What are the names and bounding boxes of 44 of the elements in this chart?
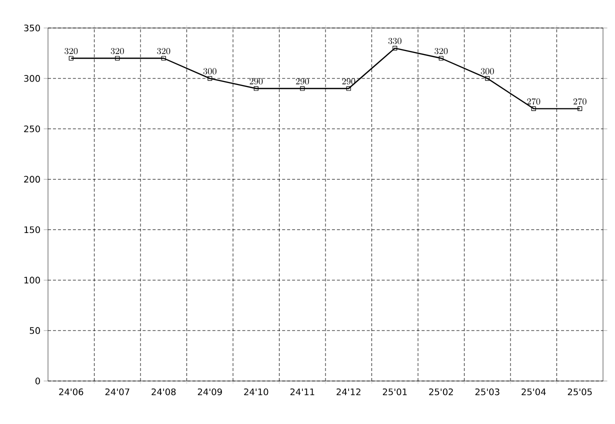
x-tick-label: 25'01 [382, 388, 407, 396]
point [346, 86, 351, 91]
x-tick-label: 24'07 [105, 388, 130, 396]
data-label: 270 [527, 98, 540, 105]
y-tick-label: 50 [30, 327, 40, 334]
point [392, 46, 398, 50]
point [161, 56, 166, 61]
point [254, 86, 258, 91]
point [115, 56, 120, 61]
data-label: 320 [64, 48, 78, 54]
data-label: 300 [203, 68, 216, 74]
y-tick-label: 200 [24, 176, 40, 183]
y-tick-label: 100 [24, 276, 40, 284]
x-tick-label: 25'05 [568, 388, 592, 396]
x-tick-label: 24'10 [244, 388, 268, 396]
data-label: 320 [110, 48, 124, 54]
data-label: 290 [250, 78, 263, 84]
y-tick-label: 350 [24, 24, 40, 32]
x-tick-label: 24'12 [336, 388, 360, 396]
y-tick-label: 150 [24, 226, 40, 234]
data-label: 290 [342, 78, 356, 84]
x-tick-label: 24'08 [152, 388, 176, 396]
data-label: 330 [388, 38, 402, 44]
point [485, 76, 490, 81]
point [578, 106, 582, 111]
x-tick-label: 25'03 [475, 388, 500, 396]
x-tick-label: 24'06 [59, 388, 84, 396]
point [531, 106, 536, 111]
point [300, 86, 305, 91]
x-tick-label: 25'02 [429, 388, 453, 396]
y-tick-label: 250 [24, 125, 40, 132]
x-tick-label: 24'11 [290, 388, 314, 396]
data-label: 270 [573, 98, 586, 105]
data-label: 320 [157, 48, 170, 54]
data-label: 290 [296, 78, 309, 84]
data-label: 300 [480, 68, 494, 74]
point [68, 56, 74, 61]
y-tick-label: 300 [24, 75, 40, 82]
x-tick-label: 24'09 [198, 388, 222, 396]
point [438, 56, 444, 61]
y-tick-label: 0 [35, 378, 40, 384]
x-tick-label: 25'04 [522, 388, 546, 396]
point [208, 76, 212, 81]
data-label: 320 [434, 48, 448, 54]
